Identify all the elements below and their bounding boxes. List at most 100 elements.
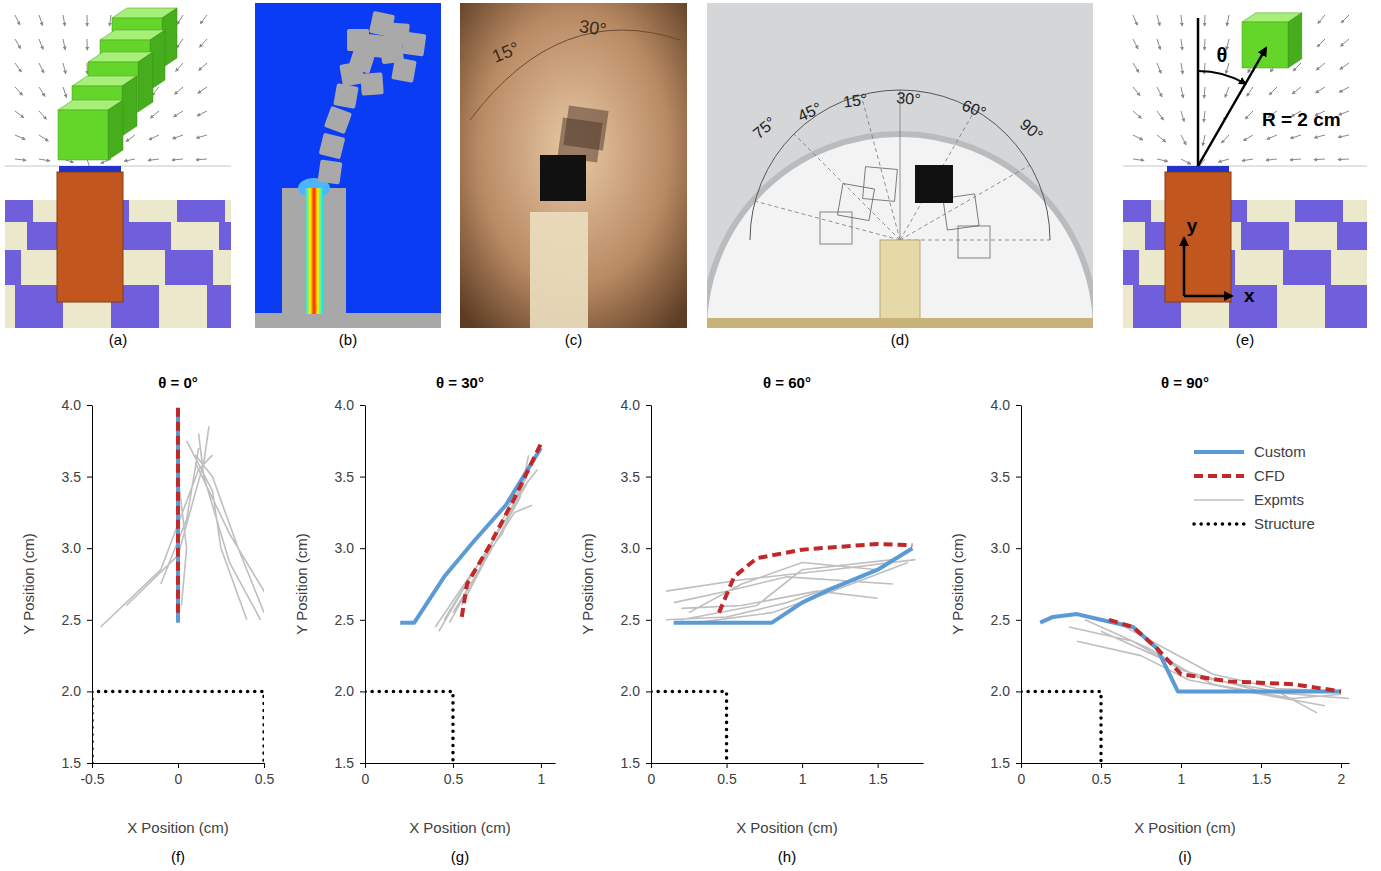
tick: 1 bbox=[1178, 763, 1186, 787]
tick-mark bbox=[87, 620, 92, 621]
panel-caption: (i) bbox=[1178, 848, 1191, 865]
flow-arrow bbox=[1157, 135, 1166, 142]
chart-title: θ = 30° bbox=[436, 374, 484, 391]
flow-arrow bbox=[1293, 63, 1301, 71]
tick-label: 3.5 bbox=[991, 469, 1011, 485]
flow-arrow bbox=[148, 159, 159, 160]
flow-arrow bbox=[1133, 159, 1144, 161]
legend-swatch bbox=[1194, 522, 1244, 526]
floor-tile bbox=[171, 222, 219, 250]
image-panel: (b) bbox=[255, 3, 441, 348]
chart: -0.500.51.52.02.53.03.54.0θ = 0°X Positi… bbox=[20, 374, 274, 865]
flow-arrow bbox=[39, 63, 44, 73]
position-outline bbox=[958, 226, 990, 258]
flow-arrow bbox=[63, 15, 65, 26]
series-line bbox=[651, 691, 727, 763]
legend-swatch bbox=[1194, 474, 1244, 478]
cube bbox=[540, 155, 586, 201]
flow-arrow bbox=[1314, 135, 1325, 138]
tick-mark bbox=[360, 763, 365, 764]
legend-label: Custom bbox=[1254, 443, 1306, 460]
protractor-ray bbox=[900, 165, 1030, 240]
jet bbox=[305, 188, 323, 314]
tick: 0.5 bbox=[1092, 763, 1112, 787]
plot-area bbox=[1021, 614, 1349, 763]
tick-mark bbox=[802, 763, 803, 768]
tick-mark bbox=[1261, 763, 1262, 768]
plot-area bbox=[365, 444, 541, 763]
protractor-ray bbox=[900, 240, 1050, 241]
flow-arrow bbox=[1133, 63, 1139, 72]
series-line bbox=[1040, 614, 1341, 691]
flow-arrow bbox=[200, 39, 207, 47]
protractor-ray bbox=[900, 110, 975, 240]
flow-arrow bbox=[63, 87, 66, 97]
plot-area bbox=[92, 405, 264, 763]
tick-mark bbox=[87, 405, 92, 406]
cube-side bbox=[138, 52, 153, 112]
flow-arrow bbox=[1157, 159, 1168, 161]
tick-label: 1 bbox=[538, 771, 546, 787]
tick-mark bbox=[646, 405, 651, 406]
protractor-ray bbox=[861, 95, 900, 240]
panel-caption: (c) bbox=[565, 331, 583, 348]
series-line bbox=[674, 548, 913, 622]
flow-arrow bbox=[1245, 111, 1253, 119]
cube-section bbox=[369, 11, 395, 37]
image-panel: 15°30°(c) bbox=[460, 3, 687, 348]
protractor-label: 90° bbox=[1017, 115, 1046, 144]
floor-tile bbox=[129, 200, 177, 222]
tick-mark bbox=[1016, 405, 1021, 406]
tick: 2.0 bbox=[62, 683, 92, 699]
flow-arrow bbox=[15, 15, 20, 25]
floor-tile bbox=[5, 250, 21, 285]
tick-mark bbox=[87, 548, 92, 549]
flow-arrow bbox=[1204, 87, 1206, 98]
flow-arrow bbox=[1316, 87, 1325, 93]
legend-swatch bbox=[1194, 499, 1244, 501]
tick: 3.0 bbox=[991, 540, 1021, 556]
tick-label: 2.5 bbox=[335, 612, 355, 628]
legend-swatch bbox=[1194, 450, 1244, 454]
tick: 2.5 bbox=[991, 612, 1021, 628]
floor-tile bbox=[5, 200, 33, 222]
tick-label: 1.5 bbox=[62, 755, 82, 771]
cube-section bbox=[391, 57, 416, 82]
x-arrow bbox=[1184, 295, 1232, 298]
floor-tile bbox=[1325, 285, 1367, 328]
cube-section bbox=[360, 72, 383, 95]
floor-tile bbox=[1229, 285, 1277, 328]
flow-arrow bbox=[126, 135, 135, 142]
floor-tile bbox=[1331, 250, 1367, 285]
flow-arrow bbox=[1133, 111, 1141, 118]
flow-arrow bbox=[1269, 87, 1277, 95]
flow-arrow bbox=[1181, 135, 1186, 145]
tick-mark bbox=[727, 763, 728, 768]
tick: 3.5 bbox=[621, 469, 651, 485]
tick-label: 2.0 bbox=[991, 683, 1011, 699]
y-axis: 1.52.02.53.03.54.0 bbox=[335, 397, 366, 771]
tick: 1.5 bbox=[62, 755, 92, 771]
tick: 2.5 bbox=[335, 612, 365, 628]
flow-arrow bbox=[63, 39, 65, 50]
tick-mark bbox=[1181, 763, 1182, 768]
flow-arrow bbox=[15, 111, 24, 118]
tick-mark bbox=[646, 691, 651, 692]
tick-label: 2.5 bbox=[991, 612, 1011, 628]
image-content bbox=[5, 3, 231, 328]
cube-section bbox=[333, 83, 358, 108]
protractor-ray bbox=[755, 201, 900, 240]
tick-label: 1.5 bbox=[335, 755, 355, 771]
floor-tile bbox=[5, 222, 27, 250]
tick-label: 1 bbox=[799, 771, 807, 787]
tick-mark bbox=[360, 405, 365, 406]
series-line bbox=[365, 691, 453, 763]
tick-label: 0 bbox=[1018, 771, 1026, 787]
y-axis-title: Y Position (cm) bbox=[949, 533, 966, 634]
vertical-ref bbox=[1197, 18, 1200, 166]
panel-caption: (d) bbox=[891, 331, 909, 348]
y-axis: 1.52.02.53.03.54.0 bbox=[621, 397, 652, 771]
flow-arrow bbox=[1157, 15, 1160, 26]
floor-tile bbox=[1235, 250, 1283, 285]
panel-caption: (b) bbox=[339, 331, 357, 348]
